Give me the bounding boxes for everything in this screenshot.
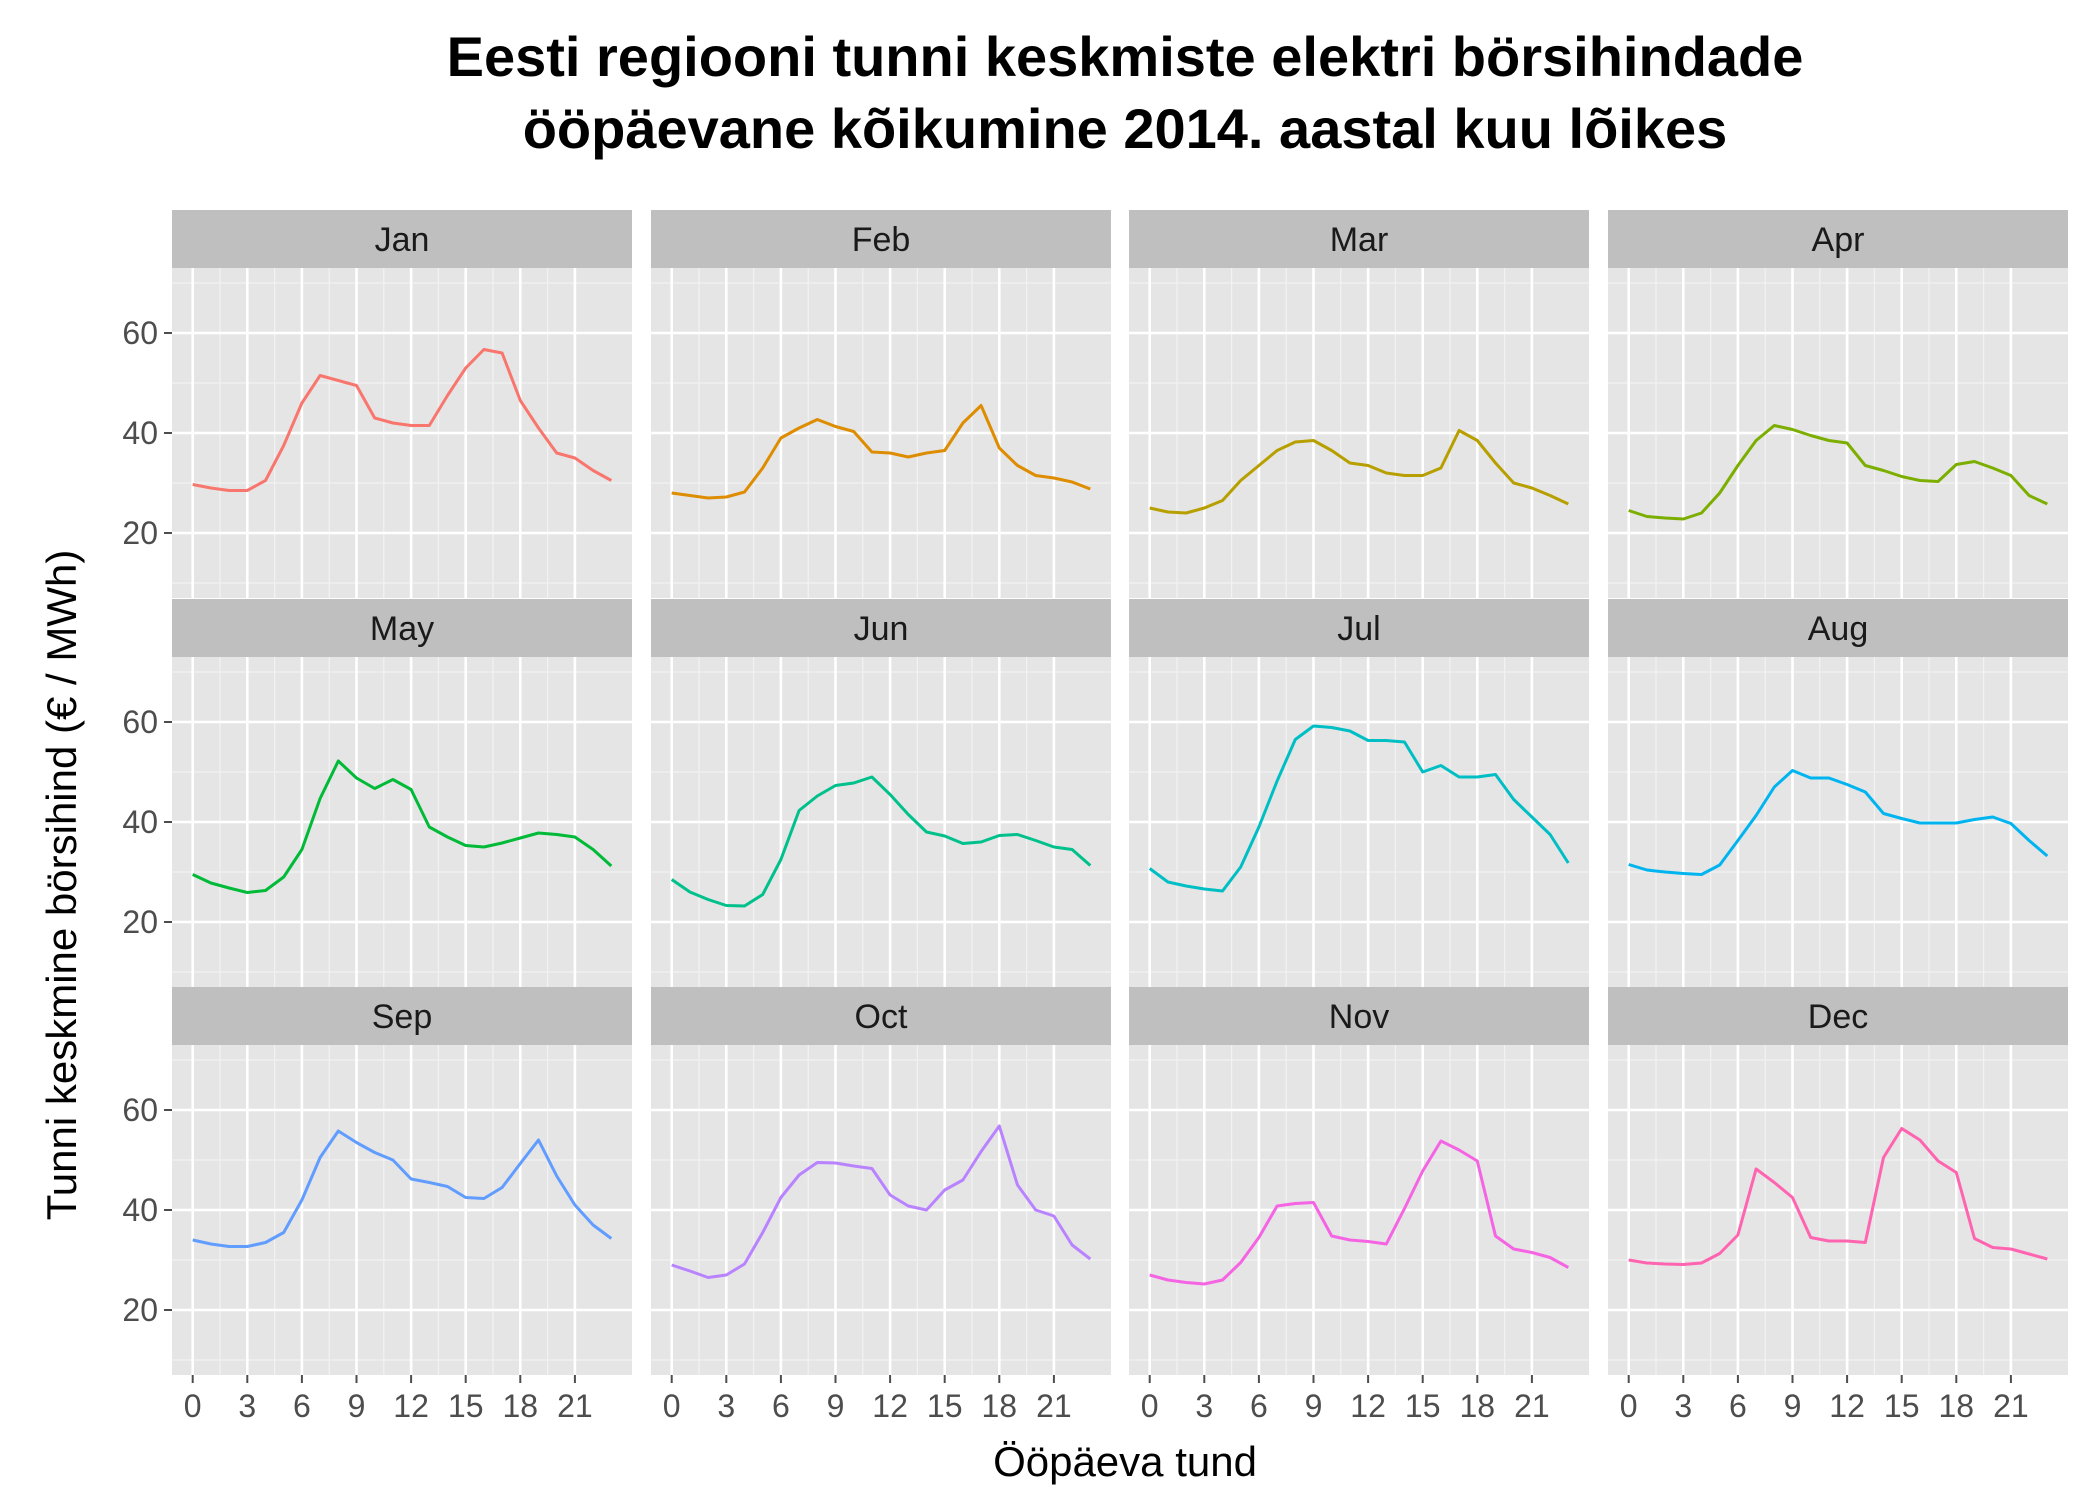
facet-strip	[1129, 210, 1589, 268]
chart-title-line2: ööpäevane kõikumine 2014. aastal kuu lõi…	[523, 97, 1728, 160]
facet-strip	[172, 210, 632, 268]
x-tick-label: 18	[1939, 1388, 1975, 1424]
y-tick-label: 40	[122, 415, 158, 451]
y-tick-label: 20	[122, 1292, 158, 1328]
x-tick-label: 3	[1195, 1388, 1213, 1424]
y-tick-label: 60	[122, 704, 158, 740]
x-tick-label: 15	[927, 1388, 963, 1424]
y-tick-label: 60	[122, 315, 158, 351]
series-line-oct	[671, 1124, 1092, 1279]
facet-strip-label: Aug	[1808, 610, 1869, 648]
facet-panel-apr: Apr	[1608, 210, 2068, 598]
facet-strip	[172, 599, 632, 657]
series-line-may	[192, 759, 613, 894]
facet-strip	[1608, 210, 2068, 268]
facet-strip	[651, 599, 1111, 657]
facet-panel-may: May 20 40 60	[122, 599, 632, 987]
facet-strip-label: Jun	[854, 610, 909, 648]
series-line-jun	[670, 775, 1092, 908]
chart-title-line1: Eesti regiooni tunni keskmiste elektri b…	[447, 25, 1804, 88]
x-tick-label: 15	[1405, 1388, 1441, 1424]
x-tick-label: 0	[1620, 1388, 1638, 1424]
facet-panel-mar: Mar	[1129, 210, 1589, 598]
facet-panel-feb: Feb	[651, 210, 1111, 598]
facet-panel-oct: Oct 0 3 6 9 12 15 18 21	[651, 987, 1111, 1424]
x-tick-label: 6	[1729, 1388, 1747, 1424]
facet-strip	[172, 987, 632, 1045]
y-tick-label: 20	[122, 904, 158, 940]
x-tick-label: 3	[238, 1388, 256, 1424]
x-tick-label: 12	[872, 1388, 908, 1424]
x-tick-label: 6	[293, 1388, 311, 1424]
x-tick-label: 3	[717, 1388, 735, 1424]
series-line-dec	[1628, 1127, 2048, 1266]
facet-strip	[1129, 599, 1589, 657]
x-tick-label: 9	[348, 1388, 366, 1424]
series-line-apr	[1628, 424, 2048, 521]
facet-strip-label: Jan	[375, 221, 430, 259]
y-axis-title: Tunni keskmine börsihind (€ / MWh)	[38, 550, 85, 1221]
y-tick-label: 40	[122, 804, 158, 840]
facet-panel-aug: Aug	[1608, 599, 2068, 987]
series-line-nov	[1149, 1139, 1570, 1286]
facet-strip-label: Jul	[1337, 610, 1380, 648]
x-tick-label: 12	[393, 1388, 429, 1424]
x-axis-title: Ööpäeva tund	[993, 1438, 1257, 1485]
x-tick-label: 21	[1514, 1388, 1550, 1424]
x-tick-label: 9	[1784, 1388, 1802, 1424]
x-tick-label: 0	[1141, 1388, 1159, 1424]
x-tick-label: 18	[982, 1388, 1018, 1424]
x-tick-label: 9	[1305, 1388, 1323, 1424]
y-tick-label: 40	[122, 1192, 158, 1228]
series-line-feb	[671, 404, 1091, 500]
facet-strip	[1608, 987, 2068, 1045]
facet-strip-label: Nov	[1329, 998, 1389, 1036]
x-tick-label: 21	[557, 1388, 593, 1424]
facet-strip	[651, 987, 1111, 1045]
x-tick-label: 12	[1350, 1388, 1386, 1424]
x-tick-label: 0	[663, 1388, 681, 1424]
series-line-aug	[1628, 769, 2049, 876]
facet-strip-label: Oct	[855, 998, 908, 1036]
facet-strip-label: May	[370, 610, 434, 648]
facet-strip	[1608, 599, 2068, 657]
series-line-sep	[192, 1129, 613, 1248]
facet-strip-label: Mar	[1330, 221, 1389, 259]
facet-strip-label: Apr	[1812, 221, 1865, 259]
x-tick-label: 0	[184, 1388, 202, 1424]
facet-panel-jun: Jun	[651, 599, 1111, 987]
x-tick-label: 3	[1674, 1388, 1692, 1424]
series-line-jan	[192, 348, 613, 492]
x-tick-label: 21	[1993, 1388, 2029, 1424]
facet-panel-nov: Nov 0 3 6 9 12 15 18 21	[1129, 987, 1589, 1424]
series-line-jul	[1148, 724, 1570, 893]
x-tick-label: 9	[827, 1388, 845, 1424]
x-tick-label: 15	[1884, 1388, 1920, 1424]
x-tick-label: 18	[1460, 1388, 1496, 1424]
y-tick-label: 20	[122, 515, 158, 551]
x-tick-label: 12	[1829, 1388, 1865, 1424]
facet-strip-label: Feb	[852, 221, 911, 259]
facet-panel-sep: Sep 20 40 60 0 3 6 9 12 15 18 21	[122, 987, 632, 1424]
x-tick-label: 21	[1036, 1388, 1072, 1424]
facet-panel-jul: Jul	[1129, 599, 1589, 987]
series-line-mar	[1149, 429, 1569, 515]
y-tick-label: 60	[122, 1092, 158, 1128]
facet-strip-label: Sep	[372, 998, 433, 1036]
facet-strip	[1129, 987, 1589, 1045]
x-tick-label: 15	[448, 1388, 484, 1424]
facet-strip-label: Dec	[1808, 998, 1868, 1036]
x-tick-label: 18	[503, 1388, 539, 1424]
x-tick-label: 6	[1250, 1388, 1268, 1424]
x-tick-label: 6	[772, 1388, 790, 1424]
facet-panel-dec: Dec 0 3 6 9 12 15 18 21	[1608, 987, 2068, 1424]
facet-panel-jan: Jan 20 40 60	[122, 210, 632, 598]
facet-strip	[651, 210, 1111, 268]
